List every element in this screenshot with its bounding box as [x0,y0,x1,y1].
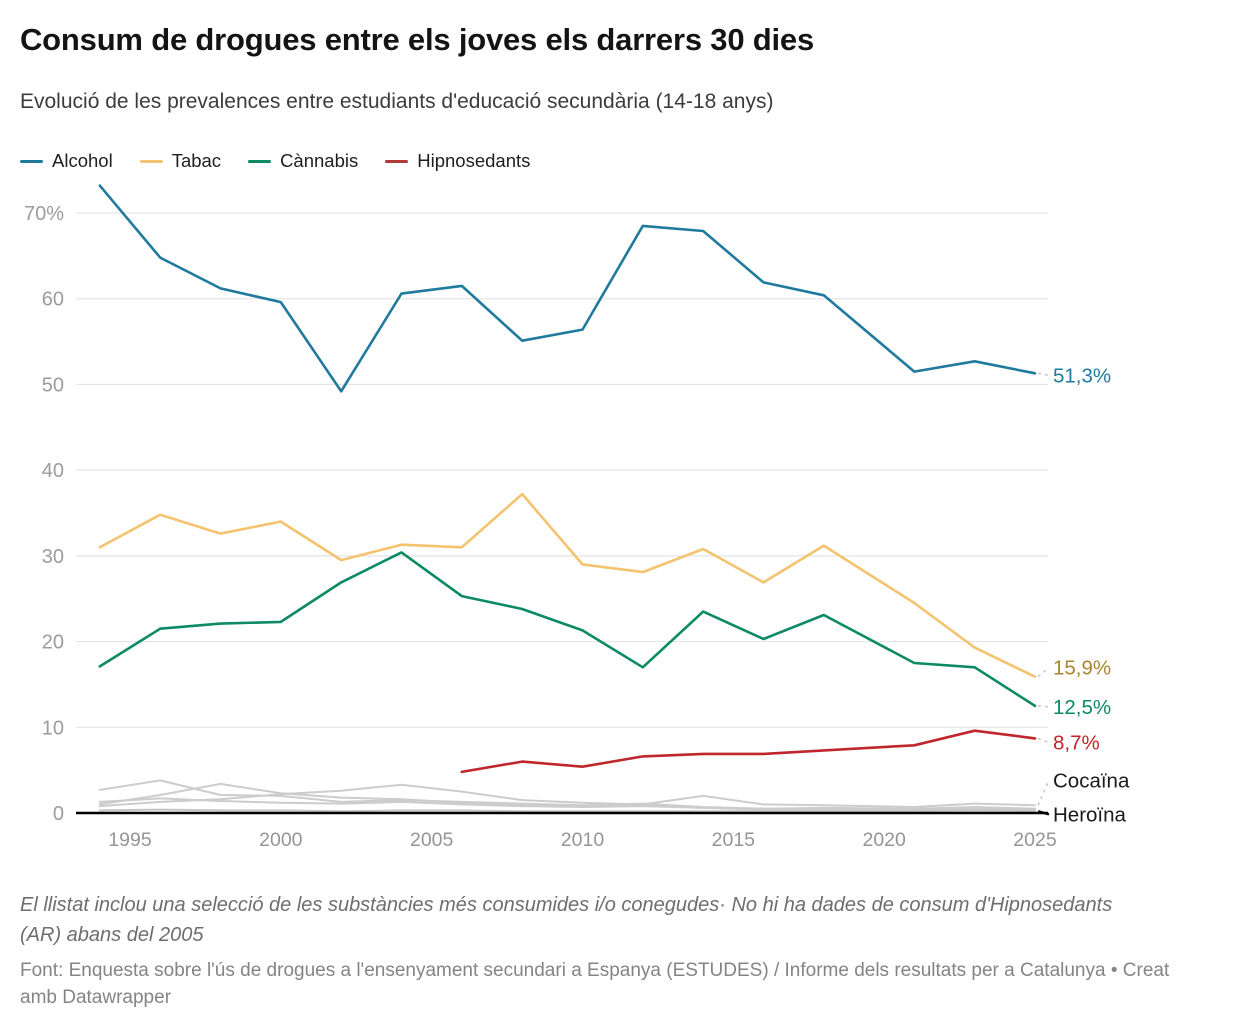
legend-swatch-hipnosedants [385,159,409,163]
series-line-hipnosedants [460,729,1037,774]
series-line-cannabis [98,551,1037,708]
legend-label: Tabac [171,150,222,171]
x-tick-label-2005: 2005 [410,829,454,851]
series-line-tabac [98,492,1037,678]
y-tick-label-50: 50 [42,374,64,396]
chart-source: Font: Enquesta sobre l'ús de drogues a l… [20,957,1170,1011]
end-label-cannabis: 12,5% [1053,696,1111,719]
y-tick-label-70: 70% [24,203,64,225]
x-tick-label-2000: 2000 [259,829,303,851]
end-label-alcohol: 51,3% [1053,364,1111,387]
legend-label: Alcohol [52,150,113,171]
y-tick-label-0: 0 [53,803,64,825]
end-label-heroina: Heroïna [1053,803,1127,826]
series-line-altres-1 [98,779,1036,810]
end-label-hipnosedants: 8,7% [1053,731,1100,754]
source-separator: • [1105,960,1123,981]
y-tick-label-40: 40 [42,460,64,482]
legend: Alcohol Tabac Cànnabis Hipnosedants [20,150,530,172]
end-label-tabac: 15,9% [1053,657,1111,680]
end-label-connector-cannabis [1037,705,1050,708]
chart-canvas: 0 10 20 30 40 50 60 70% 1995 2000 2005 2010 2015 2020… [24,184,1130,851]
series-line-cocaina [98,783,1036,808]
x-tick-label-2020: 2020 [862,829,906,851]
page-title: Consum de drogues entre els joves els da… [20,22,815,57]
x-tick-label-2015: 2015 [712,829,756,851]
source-text: Font: Enquesta sobre l'ús de drogues a l… [20,960,1106,981]
x-tick-label-1995: 1995 [108,829,152,851]
x-tick-label-2010: 2010 [561,829,605,851]
end-label-connector-cocaina [1037,779,1050,806]
end-label-connector-alcohol [1037,372,1050,377]
legend-label: Cànnabis [280,150,359,171]
x-tick-label-2025: 2025 [1013,829,1057,851]
legend-swatch-cannabis [248,159,272,163]
y-tick-label-30: 30 [42,546,64,568]
legend-swatch-tabac [139,159,163,163]
legend-item-cannabis: Cànnabis [248,150,358,172]
chart-subtitle: Evolució de les prevalences entre estudi… [20,90,774,113]
y-tick-label-60: 60 [42,289,64,311]
series-line-heroina [98,808,1036,813]
series-line-altres-3 [98,797,1036,811]
legend-swatch-alcohol [20,159,43,163]
series-line-alcohol [98,184,1037,393]
y-tick-label-20: 20 [42,632,64,654]
legend-item-tabac: Tabac [139,150,222,172]
legend-label: Hipnosedants [417,150,531,171]
y-tick-label-10: 10 [42,717,64,739]
legend-item-hipnosedants: Hipnosedants [385,150,530,172]
end-label-cocaina: Cocaïna [1053,769,1130,792]
end-label-connector-tabac [1037,667,1050,678]
legend-item-alcohol: Alcohol [20,150,113,172]
end-label-connector-hipnosedants [1037,737,1050,744]
end-label-connector-heroina [1037,810,1050,816]
datawrapper-credit[interactable]: Creat amb Datawrapper [20,960,1170,1008]
chart-footnote: El llistat inclou una selecció de les su… [20,894,1113,946]
